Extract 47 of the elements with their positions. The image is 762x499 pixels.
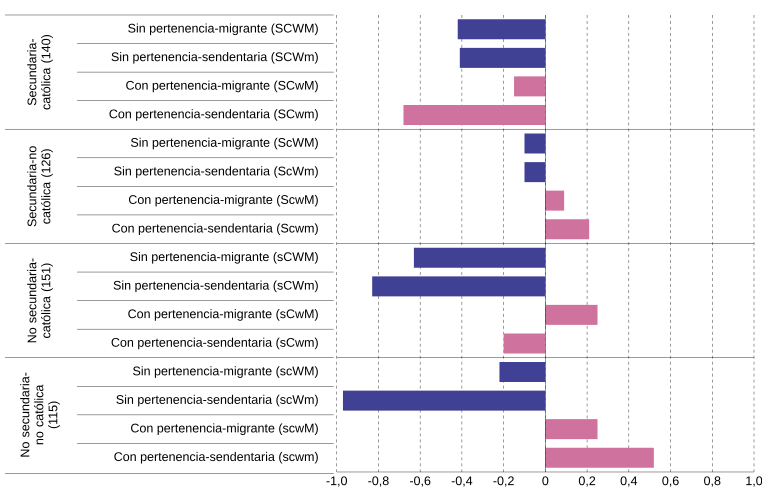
bar — [514, 76, 546, 96]
x-tick-label: 0 — [542, 476, 548, 486]
bar — [504, 333, 546, 354]
y-tick-label: Con pertenencia-sendentaria (sCwm) — [112, 338, 318, 350]
x-tick-label: 0,8 — [704, 476, 720, 487]
x-tick-label: 0,6 — [662, 476, 679, 487]
text: Secundaria-católica (140) — [27, 35, 53, 110]
y-tick-label: Con pertenencia-migrante (ScwM) — [128, 194, 318, 206]
x-tick-label: 1,0 — [746, 476, 762, 487]
y-tick-label: Sin pertenencia-sendentaria (scWm) — [116, 394, 318, 406]
y-tick-label: Sin pertenencia-migrante (sCWM) — [130, 252, 318, 264]
y-tick-label: Con pertenencia-sendentaria (SCwm) — [109, 109, 318, 121]
x-tick-label: 0,4 — [620, 476, 638, 487]
bar — [458, 19, 546, 40]
x-tick-label: -0,8 — [368, 476, 389, 487]
bar — [545, 190, 564, 211]
text: No secundaria-católica (151) — [27, 258, 53, 342]
y-tick-label: Sin pertenencia-sendentaria (sCWm) — [114, 280, 318, 292]
y-tick-label: Con pertenencia-sendentaria (Scwm) — [112, 223, 318, 236]
y-tick-label: Con pertenencia-migrante (sCwM) — [128, 309, 318, 321]
y-tick-label: Sin pertenencia-sendentaria (SCWm) — [112, 52, 318, 64]
bar — [499, 362, 546, 382]
bar — [545, 304, 598, 325]
bar — [342, 390, 546, 411]
x-tick-label: -0,4 — [452, 476, 472, 487]
bar — [524, 162, 546, 182]
bar — [545, 419, 598, 440]
bar — [545, 219, 590, 240]
bar — [545, 448, 654, 468]
y-tick-label: Con pertenencia-migrante (SCwM) — [126, 80, 318, 92]
x-tick-label: -0,6 — [410, 476, 430, 487]
bar — [460, 48, 546, 68]
x-tick-label: 0,2 — [578, 476, 596, 487]
bar — [403, 104, 546, 125]
bar — [414, 248, 546, 268]
y-tick-label: Sin pertenencia-migrante (ScWM) — [130, 138, 318, 150]
x-tick-label: -1,0 — [326, 476, 347, 487]
text: No secundaria-no católica (115) — [20, 372, 60, 457]
bar — [524, 134, 546, 154]
y-tick-label: Sin pertenencia-migrante (SCWM) — [128, 23, 318, 36]
y-tick-label: Sin pertenencia-migrante (scWM) — [133, 366, 318, 378]
y-tick-label: Con pertenencia-migrante (scwM) — [131, 423, 318, 435]
y-tick-label: Con pertenencia-sendentaria (scwm) — [114, 452, 318, 464]
x-tick-label: -0,2 — [493, 476, 514, 487]
y-tick-label: Sin pertenencia-sendentaria (ScWm) — [114, 166, 318, 178]
bar — [372, 276, 546, 296]
text: Secundaria-no católica (126) — [27, 146, 53, 226]
